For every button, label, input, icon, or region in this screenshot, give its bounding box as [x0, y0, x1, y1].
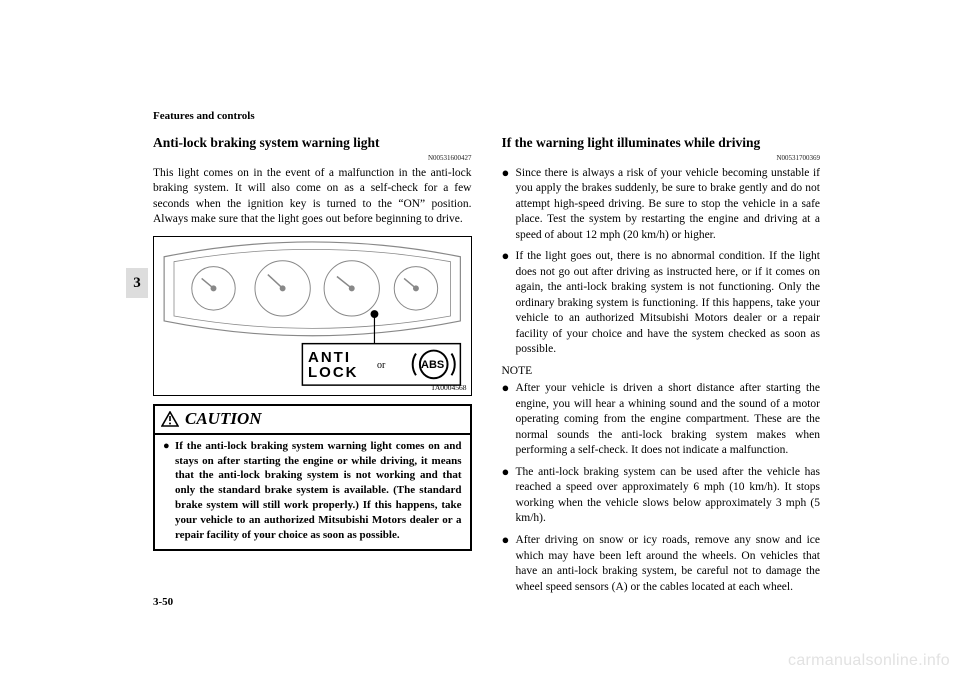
- right-heading: If the warning light illuminates while d…: [502, 134, 821, 152]
- note-heading: NOTE: [502, 364, 821, 380]
- manual-page: Features and controls Anti-lock braking …: [0, 0, 960, 678]
- watermark: carmanualsonline.info: [788, 652, 950, 670]
- anti-text-1: ANTI: [308, 350, 351, 365]
- left-paragraph: This light comes on in the event of a ma…: [153, 166, 472, 228]
- page-number: 3-50: [153, 596, 173, 608]
- chapter-title: Features and controls: [153, 110, 820, 122]
- note-bullets: ● After your vehicle is driven a short d…: [502, 381, 821, 595]
- bullet-icon: ●: [502, 465, 516, 527]
- warning-triangle-icon: [161, 411, 179, 427]
- list-item: ● After your vehicle is driven a short d…: [502, 381, 821, 459]
- caution-body: ● If the anti-lock braking system warnin…: [155, 435, 470, 549]
- bullet-icon: ●: [502, 381, 516, 459]
- list-item: ● Since there is always a risk of your v…: [502, 166, 821, 244]
- list-item: ● The anti-lock braking system can be us…: [502, 465, 821, 527]
- warning-bullets: ● Since there is always a risk of your v…: [502, 166, 821, 358]
- bullet-icon: ●: [163, 439, 175, 543]
- caution-header: CAUTION: [155, 406, 470, 435]
- bullet-icon: ●: [502, 166, 516, 244]
- list-item: ● If the light goes out, there is no abn…: [502, 249, 821, 358]
- chapter-tab: 3: [126, 268, 148, 298]
- caution-box: CAUTION ● If the anti-lock braking syste…: [153, 404, 472, 551]
- left-heading: Anti-lock braking system warning light: [153, 134, 472, 152]
- bullet-text: If the light goes out, there is no abnor…: [516, 249, 821, 358]
- bullet-text: Since there is always a risk of your veh…: [516, 166, 821, 244]
- right-column: If the warning light illuminates while d…: [502, 134, 821, 601]
- right-doc-id: N00531700369: [502, 154, 821, 163]
- bullet-icon: ●: [502, 533, 516, 595]
- dashboard-figure: ANTI LOCK or ABS TA0004568: [153, 236, 472, 396]
- left-column: Anti-lock braking system warning light N…: [153, 134, 472, 601]
- bullet-text: After driving on snow or icy roads, remo…: [516, 533, 821, 595]
- bullet-text: The anti-lock braking system can be used…: [516, 465, 821, 527]
- list-item: ● After driving on snow or icy roads, re…: [502, 533, 821, 595]
- abs-text: ABS: [421, 358, 444, 373]
- anti-text-2: LOCK: [308, 365, 359, 380]
- bullet-icon: ●: [502, 249, 516, 358]
- bullet-text: After your vehicle is driven a short dis…: [516, 381, 821, 459]
- figure-label: TA0004568: [431, 383, 467, 393]
- left-doc-id: N00531600427: [153, 154, 472, 163]
- caution-title: CAUTION: [185, 408, 262, 431]
- or-text: or: [377, 359, 385, 373]
- caution-text: If the anti-lock braking system warning …: [175, 439, 462, 543]
- content-columns: Anti-lock braking system warning light N…: [153, 134, 820, 601]
